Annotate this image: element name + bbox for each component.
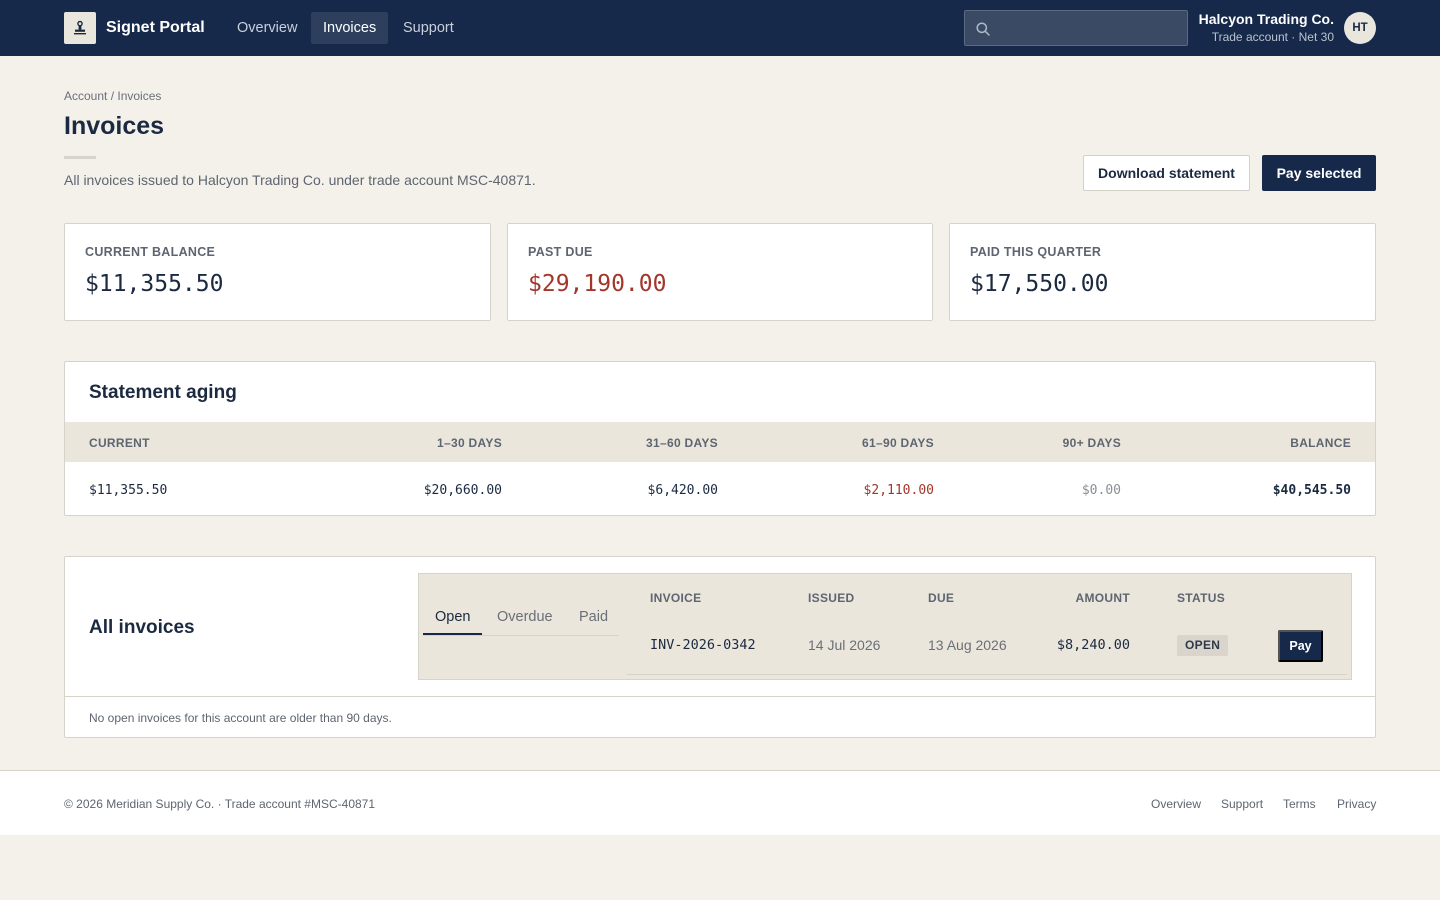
kpi-paid-this-quarter: PAID THIS QUARTER $17,550.00 <box>949 223 1376 321</box>
panel-divider <box>65 696 1375 697</box>
aging-balance-value: $40,545.50 <box>1272 483 1351 498</box>
kpi-value: $17,550.00 <box>970 271 1109 297</box>
invoice-table-container: Open Overdue Paid INVOICE ISSUED DUE AMO… <box>418 573 1352 680</box>
due-date: 13 Aug 2026 <box>928 637 1007 653</box>
kpi-value: $11,355.50 <box>85 271 224 297</box>
kpi-past-due: PAST DUE $29,190.00 <box>507 223 933 321</box>
footer-link-privacy[interactable]: Privacy <box>1337 797 1377 811</box>
active-tab-indicator <box>423 633 482 635</box>
account-name: Halcyon Trading Co. <box>1198 11 1334 27</box>
kpi-label: PAST DUE <box>528 245 593 259</box>
column-header: 90+ DAYS <box>1062 436 1121 450</box>
column-header: 31–60 DAYS <box>646 436 718 450</box>
nav-support[interactable]: Support <box>403 20 454 36</box>
aging-90-plus-value: $0.00 <box>1081 483 1121 498</box>
tab-open[interactable]: Open <box>435 609 471 625</box>
page-title: Invoices <box>64 112 165 140</box>
footer-copyright: © 2026 Meridian Supply Co. · Trade accou… <box>64 797 376 811</box>
aging-1-30-value: $20,660.00 <box>423 483 502 498</box>
footer-link-terms[interactable]: Terms <box>1283 797 1316 811</box>
aging-current-value: $11,355.50 <box>89 483 168 498</box>
panel-title: All invoices <box>89 617 195 638</box>
top-navigation-bar: Signet Portal Overview Invoices Support … <box>0 0 1440 56</box>
invoices-note: No open invoices for this account are ol… <box>89 711 392 725</box>
aging-61-90-value: $2,110.00 <box>863 483 934 498</box>
breadcrumb[interactable]: Account / Invoices <box>64 89 162 103</box>
avatar[interactable]: HT <box>1344 12 1376 44</box>
column-header: STATUS <box>1177 591 1226 605</box>
page-footer: © 2026 Meridian Supply Co. · Trade accou… <box>0 770 1440 835</box>
page-description: All invoices issued to Halcyon Trading C… <box>64 172 536 188</box>
stamp-icon-glyph <box>74 20 86 35</box>
pay-selected-button[interactable]: Pay selected <box>1262 155 1376 191</box>
aging-31-60-value: $6,420.00 <box>647 483 718 498</box>
column-header: DUE <box>928 591 955 605</box>
kpi-label: PAID THIS QUARTER <box>970 245 1102 259</box>
brand-name[interactable]: Signet Portal <box>106 19 205 36</box>
tab-paid[interactable]: Paid <box>579 609 609 625</box>
nav-invoices[interactable]: Invoices <box>311 12 389 44</box>
account-subtitle: Trade account · Net 30 <box>1211 30 1334 44</box>
kpi-label: CURRENT BALANCE <box>85 245 216 259</box>
search-input[interactable] <box>964 10 1188 46</box>
panel-title: Statement aging <box>89 382 237 403</box>
column-header: CURRENT <box>89 436 150 450</box>
all-invoices-panel: All invoices Open Overdue Paid INVOICE I… <box>64 556 1376 738</box>
statement-aging-panel: Statement aging CURRENT 1–30 DAYS 31–60 … <box>64 361 1376 516</box>
issued-date: 14 Jul 2026 <box>808 637 881 653</box>
footer-link-support[interactable]: Support <box>1221 797 1264 811</box>
tabs-divider <box>423 635 619 636</box>
pay-invoice-button[interactable]: Pay <box>1278 630 1323 662</box>
column-header: AMOUNT <box>1075 591 1130 605</box>
download-statement-button[interactable]: Download statement <box>1083 155 1250 191</box>
title-divider <box>64 156 96 159</box>
column-header: ISSUED <box>808 591 855 605</box>
status-badge: OPEN <box>1177 635 1229 656</box>
stamp-icon[interactable] <box>64 12 96 44</box>
aging-table-header: CURRENT 1–30 DAYS 31–60 DAYS 61–90 DAYS … <box>65 422 1375 462</box>
column-header: BALANCE <box>1290 436 1351 450</box>
search-icon <box>975 21 991 42</box>
kpi-value: $29,190.00 <box>528 271 667 297</box>
tab-overdue[interactable]: Overdue <box>497 609 553 625</box>
invoice-amount: $8,240.00 <box>1056 637 1130 653</box>
column-header: 1–30 DAYS <box>437 436 502 450</box>
footer-link-overview[interactable]: Overview <box>1151 797 1202 811</box>
row-divider <box>627 674 1347 675</box>
invoice-number[interactable]: INV-2026-0342 <box>650 637 756 653</box>
nav-overview[interactable]: Overview <box>237 20 298 36</box>
column-header: INVOICE <box>650 591 702 605</box>
column-header: 61–90 DAYS <box>862 436 934 450</box>
kpi-current-balance: CURRENT BALANCE $11,355.50 <box>64 223 491 321</box>
